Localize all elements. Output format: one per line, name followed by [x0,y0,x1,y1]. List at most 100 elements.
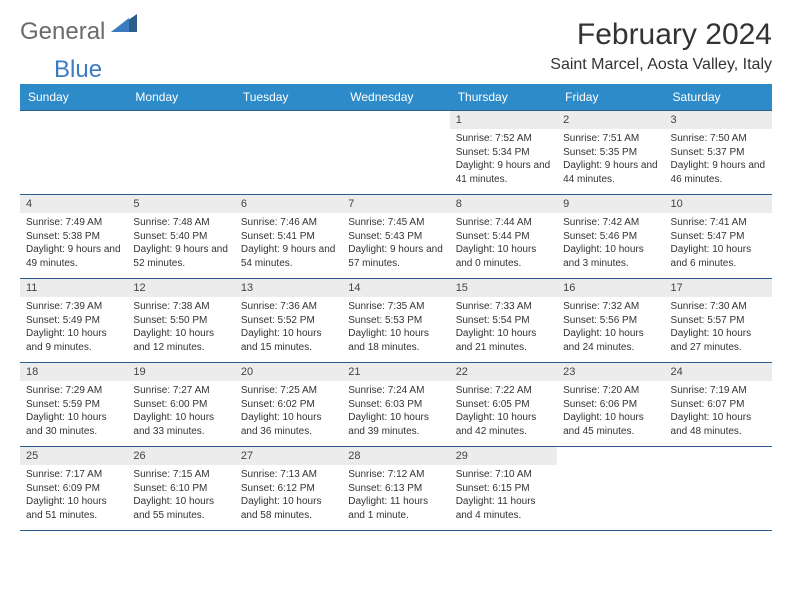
day-details: Sunrise: 7:32 AMSunset: 5:56 PMDaylight:… [557,297,664,357]
day-number: 12 [127,279,234,297]
calendar-cell: 10Sunrise: 7:41 AMSunset: 5:47 PMDayligh… [665,195,772,279]
calendar-cell: 27Sunrise: 7:13 AMSunset: 6:12 PMDayligh… [235,447,342,531]
calendar-cell: 16Sunrise: 7:32 AMSunset: 5:56 PMDayligh… [557,279,664,363]
day-details: Sunrise: 7:51 AMSunset: 5:35 PMDaylight:… [557,129,664,189]
day-number: 7 [342,195,449,213]
calendar-header-row: SundayMondayTuesdayWednesdayThursdayFrid… [20,84,772,111]
calendar-cell: 18Sunrise: 7:29 AMSunset: 5:59 PMDayligh… [20,363,127,447]
calendar-cell: 11Sunrise: 7:39 AMSunset: 5:49 PMDayligh… [20,279,127,363]
day-details: Sunrise: 7:20 AMSunset: 6:06 PMDaylight:… [557,381,664,441]
day-number: 11 [20,279,127,297]
calendar-week: 25Sunrise: 7:17 AMSunset: 6:09 PMDayligh… [20,447,772,531]
calendar-cell [342,111,449,195]
calendar-cell: 4Sunrise: 7:49 AMSunset: 5:38 PMDaylight… [20,195,127,279]
day-number: 29 [450,447,557,465]
day-number: 6 [235,195,342,213]
day-details: Sunrise: 7:30 AMSunset: 5:57 PMDaylight:… [665,297,772,357]
calendar-week: 18Sunrise: 7:29 AMSunset: 5:59 PMDayligh… [20,363,772,447]
calendar-cell: 13Sunrise: 7:36 AMSunset: 5:52 PMDayligh… [235,279,342,363]
day-details: Sunrise: 7:19 AMSunset: 6:07 PMDaylight:… [665,381,772,441]
calendar-week: 1Sunrise: 7:52 AMSunset: 5:34 PMDaylight… [20,111,772,195]
day-details: Sunrise: 7:42 AMSunset: 5:46 PMDaylight:… [557,213,664,273]
calendar-cell: 5Sunrise: 7:48 AMSunset: 5:40 PMDaylight… [127,195,234,279]
day-number: 17 [665,279,772,297]
day-details: Sunrise: 7:27 AMSunset: 6:00 PMDaylight:… [127,381,234,441]
day-header: Monday [127,84,234,111]
day-details: Sunrise: 7:22 AMSunset: 6:05 PMDaylight:… [450,381,557,441]
day-number: 20 [235,363,342,381]
calendar-cell: 6Sunrise: 7:46 AMSunset: 5:41 PMDaylight… [235,195,342,279]
day-details: Sunrise: 7:44 AMSunset: 5:44 PMDaylight:… [450,213,557,273]
day-header: Friday [557,84,664,111]
calendar-cell: 26Sunrise: 7:15 AMSunset: 6:10 PMDayligh… [127,447,234,531]
calendar-cell: 9Sunrise: 7:42 AMSunset: 5:46 PMDaylight… [557,195,664,279]
calendar-cell: 3Sunrise: 7:50 AMSunset: 5:37 PMDaylight… [665,111,772,195]
day-number: 14 [342,279,449,297]
title-block: February 2024 Saint Marcel, Aosta Valley… [550,18,772,74]
day-header: Thursday [450,84,557,111]
day-number: 18 [20,363,127,381]
day-details: Sunrise: 7:15 AMSunset: 6:10 PMDaylight:… [127,465,234,525]
calendar-cell [20,111,127,195]
day-details: Sunrise: 7:36 AMSunset: 5:52 PMDaylight:… [235,297,342,357]
day-details: Sunrise: 7:10 AMSunset: 6:15 PMDaylight:… [450,465,557,525]
day-number: 15 [450,279,557,297]
day-details: Sunrise: 7:45 AMSunset: 5:43 PMDaylight:… [342,213,449,273]
day-details: Sunrise: 7:39 AMSunset: 5:49 PMDaylight:… [20,297,127,357]
calendar-cell: 22Sunrise: 7:22 AMSunset: 6:05 PMDayligh… [450,363,557,447]
day-details: Sunrise: 7:29 AMSunset: 5:59 PMDaylight:… [20,381,127,441]
calendar-cell: 15Sunrise: 7:33 AMSunset: 5:54 PMDayligh… [450,279,557,363]
day-number: 27 [235,447,342,465]
calendar-cell [665,447,772,531]
day-header: Wednesday [342,84,449,111]
logo-triangle-icon [111,14,137,37]
calendar-cell: 7Sunrise: 7:45 AMSunset: 5:43 PMDaylight… [342,195,449,279]
calendar-cell [127,111,234,195]
calendar-table: SundayMondayTuesdayWednesdayThursdayFrid… [20,84,772,531]
day-number: 21 [342,363,449,381]
day-details: Sunrise: 7:33 AMSunset: 5:54 PMDaylight:… [450,297,557,357]
day-number: 1 [450,111,557,129]
day-details: Sunrise: 7:12 AMSunset: 6:13 PMDaylight:… [342,465,449,525]
calendar-cell: 29Sunrise: 7:10 AMSunset: 6:15 PMDayligh… [450,447,557,531]
day-details: Sunrise: 7:38 AMSunset: 5:50 PMDaylight:… [127,297,234,357]
calendar-cell: 21Sunrise: 7:24 AMSunset: 6:03 PMDayligh… [342,363,449,447]
day-details: Sunrise: 7:50 AMSunset: 5:37 PMDaylight:… [665,129,772,189]
calendar-cell: 23Sunrise: 7:20 AMSunset: 6:06 PMDayligh… [557,363,664,447]
day-number: 8 [450,195,557,213]
day-number: 24 [665,363,772,381]
day-number: 3 [665,111,772,129]
logo-text-general: General [20,18,105,46]
calendar-cell: 2Sunrise: 7:51 AMSunset: 5:35 PMDaylight… [557,111,664,195]
day-number: 16 [557,279,664,297]
day-details: Sunrise: 7:52 AMSunset: 5:34 PMDaylight:… [450,129,557,189]
day-details: Sunrise: 7:17 AMSunset: 6:09 PMDaylight:… [20,465,127,525]
day-header: Saturday [665,84,772,111]
calendar-cell: 8Sunrise: 7:44 AMSunset: 5:44 PMDaylight… [450,195,557,279]
logo-text-blue: Blue [54,56,102,84]
day-number: 25 [20,447,127,465]
day-number: 26 [127,447,234,465]
calendar-cell: 20Sunrise: 7:25 AMSunset: 6:02 PMDayligh… [235,363,342,447]
location: Saint Marcel, Aosta Valley, Italy [550,56,772,74]
day-header: Sunday [20,84,127,111]
day-details: Sunrise: 7:13 AMSunset: 6:12 PMDaylight:… [235,465,342,525]
calendar-cell: 24Sunrise: 7:19 AMSunset: 6:07 PMDayligh… [665,363,772,447]
day-number: 2 [557,111,664,129]
day-number: 22 [450,363,557,381]
day-details: Sunrise: 7:24 AMSunset: 6:03 PMDaylight:… [342,381,449,441]
calendar-cell: 25Sunrise: 7:17 AMSunset: 6:09 PMDayligh… [20,447,127,531]
calendar-body: 1Sunrise: 7:52 AMSunset: 5:34 PMDaylight… [20,111,772,531]
calendar-cell [235,111,342,195]
calendar-week: 4Sunrise: 7:49 AMSunset: 5:38 PMDaylight… [20,195,772,279]
day-number: 28 [342,447,449,465]
month-title: February 2024 [550,18,772,52]
day-details: Sunrise: 7:41 AMSunset: 5:47 PMDaylight:… [665,213,772,273]
day-details: Sunrise: 7:48 AMSunset: 5:40 PMDaylight:… [127,213,234,273]
day-details: Sunrise: 7:49 AMSunset: 5:38 PMDaylight:… [20,213,127,273]
day-number: 19 [127,363,234,381]
day-number: 13 [235,279,342,297]
calendar-cell: 17Sunrise: 7:30 AMSunset: 5:57 PMDayligh… [665,279,772,363]
calendar-cell: 14Sunrise: 7:35 AMSunset: 5:53 PMDayligh… [342,279,449,363]
calendar-cell: 19Sunrise: 7:27 AMSunset: 6:00 PMDayligh… [127,363,234,447]
